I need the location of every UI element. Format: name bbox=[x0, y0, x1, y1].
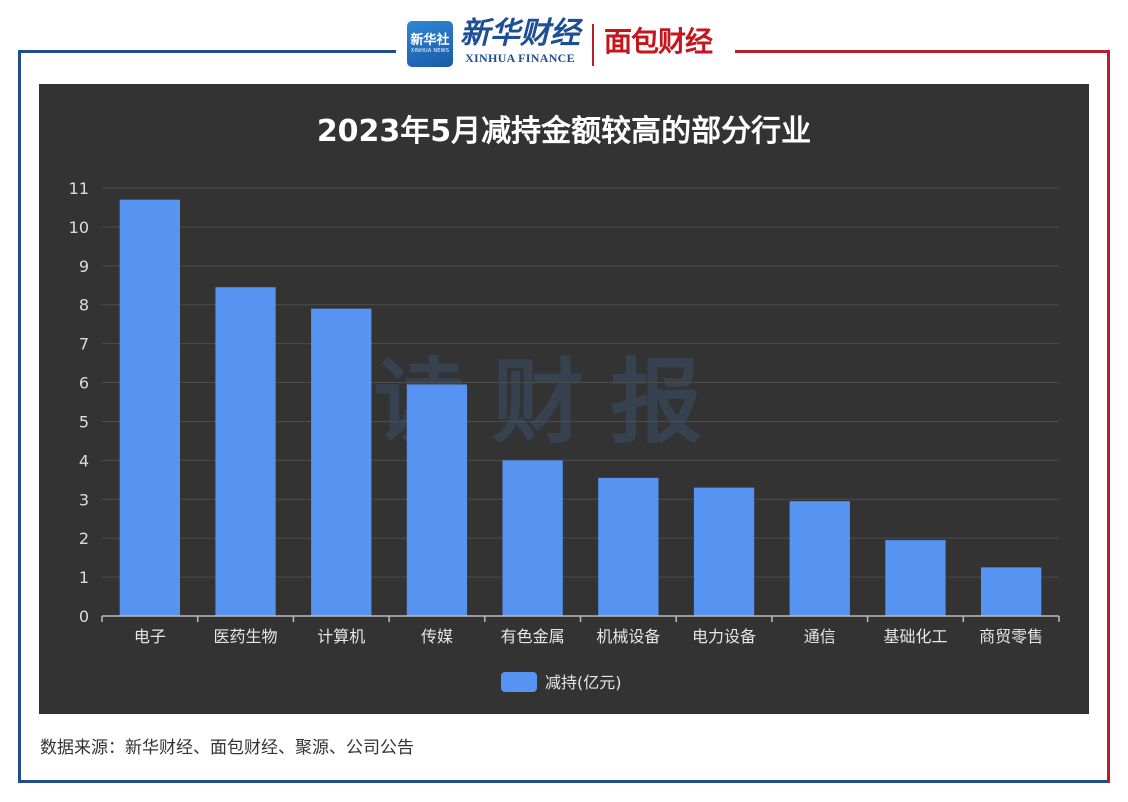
x-tick-label: 传媒 bbox=[421, 627, 453, 646]
xinhua-news-logo: 新华社 XINHUA NEWS bbox=[407, 21, 453, 67]
bar-4[interactable] bbox=[502, 460, 563, 616]
mianbao-finance-logo: 面包财经 bbox=[604, 25, 713, 58]
xinhua-finance-logo-text: 新华财经 bbox=[460, 16, 580, 51]
y-tick-label: 2 bbox=[79, 529, 89, 548]
bar-5[interactable] bbox=[598, 477, 659, 616]
chart-panel: 读财报 2023年5月减持金额较高的部分行业 0 1 2 3 4 5 6 7 8 9 10 11 电子医… bbox=[39, 84, 1089, 714]
frame-line-right bbox=[1107, 50, 1110, 783]
y-tick-label: 7 bbox=[79, 335, 89, 354]
x-tick-label: 基础化工 bbox=[883, 627, 947, 646]
bar-chart: 读财报 2023年5月减持金额较高的部分行业 01234567891011电子医… bbox=[69, 114, 1060, 692]
x-tick-label: 商贸零售 bbox=[979, 627, 1043, 646]
y-tick-label: 3 bbox=[79, 490, 89, 509]
xinhua-finance-logo-subtext: XINHUA FINANCE bbox=[465, 51, 575, 65]
y-tick-label: 5 bbox=[79, 412, 89, 431]
bar-2[interactable] bbox=[311, 308, 372, 616]
frame-line-top-left bbox=[18, 50, 396, 53]
bar-3[interactable] bbox=[406, 384, 468, 616]
y-tick-label: 1 bbox=[79, 568, 89, 587]
y-tick-label: 6 bbox=[79, 374, 89, 393]
xinhua-finance-logo: 新华财经 XINHUA FINANCE bbox=[460, 16, 580, 65]
frame-line-left bbox=[18, 50, 21, 783]
frame-line-bottom bbox=[18, 780, 1110, 783]
y-tick-label: 9 bbox=[79, 257, 89, 276]
y-tick-label: 11 bbox=[69, 179, 89, 198]
frame-line-top-right bbox=[735, 50, 1110, 53]
xinhua-news-logo-text: 新华社 bbox=[410, 32, 450, 48]
bar-8[interactable] bbox=[885, 540, 946, 616]
bar-7[interactable] bbox=[789, 501, 850, 616]
x-tick-label: 有色金属 bbox=[501, 627, 565, 646]
legend-label[interactable]: 减持(亿元) bbox=[545, 673, 622, 692]
data-source-note: 数据来源：新华财经、面包财经、聚源、公司公告 bbox=[40, 738, 414, 758]
legend-swatch[interactable] bbox=[501, 672, 537, 692]
chart-title: 2023年5月减持金额较高的部分行业 bbox=[317, 114, 811, 149]
bar-1[interactable] bbox=[215, 287, 276, 616]
bar-6[interactable] bbox=[693, 487, 755, 616]
x-tick-label: 机械设备 bbox=[596, 627, 660, 646]
xinhua-news-logo-subtext: XINHUA NEWS bbox=[410, 47, 450, 54]
bar-9[interactable] bbox=[981, 567, 1042, 616]
x-tick-label: 计算机 bbox=[317, 627, 365, 646]
y-tick-label: 10 bbox=[69, 218, 89, 237]
y-tick-label: 0 bbox=[79, 607, 89, 626]
x-tick-label: 通信 bbox=[804, 627, 836, 646]
y-tick-label: 4 bbox=[79, 451, 89, 470]
x-tick-label: 电子 bbox=[134, 627, 166, 646]
brand-divider bbox=[592, 24, 594, 66]
y-tick-label: 8 bbox=[79, 296, 89, 315]
x-tick-label: 电力设备 bbox=[692, 627, 756, 646]
bar-0[interactable] bbox=[119, 199, 180, 616]
x-tick-label: 医药生物 bbox=[214, 627, 278, 646]
